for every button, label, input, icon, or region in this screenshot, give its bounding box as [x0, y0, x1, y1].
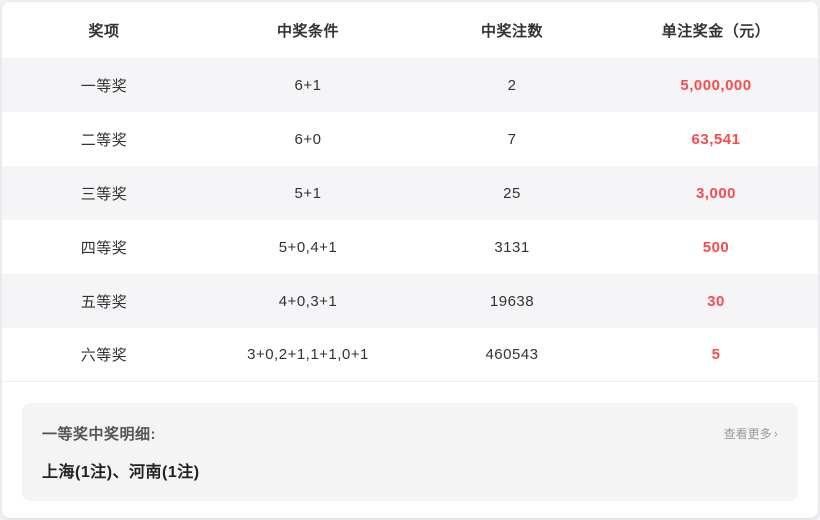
table-row: 六等奖 3+0,2+1,1+1,0+1 460543 5 — [2, 328, 818, 382]
table-row: 二等奖 6+0 7 63,541 — [2, 112, 818, 166]
table-body: 一等奖 6+1 2 5,000,000 二等奖 6+0 7 63,541 三等奖 5+1 25 3,0… — [2, 58, 818, 382]
chevron-right-icon: › — [773, 426, 778, 441]
cell-condition: 6+1 — [294, 76, 322, 94]
cell-count: 3131 — [494, 238, 530, 256]
column-header-count: 中奖注数 — [480, 22, 543, 40]
cell-condition: 5+1 — [294, 184, 322, 202]
table-row: 一等奖 6+1 2 5,000,000 — [2, 58, 818, 112]
first-prize-winner-regions: 上海(1注)、河南(1注) — [42, 464, 200, 481]
cell-count: 19638 — [489, 292, 535, 310]
cell-prize: 六等奖 — [80, 347, 128, 364]
cell-amount: 5 — [711, 346, 721, 363]
column-header-prize: 奖项 — [88, 22, 120, 40]
cell-amount: 3,000 — [695, 184, 737, 202]
cell-amount: 30 — [707, 292, 725, 310]
table-row: 四等奖 5+0,4+1 3131 500 — [2, 220, 818, 274]
column-header-condition: 中奖条件 — [276, 22, 339, 40]
cell-count: 25 — [503, 184, 521, 202]
column-header-amount: 单注奖金（元） — [661, 22, 771, 40]
cell-count: 460543 — [485, 346, 539, 363]
first-prize-detail-title: 一等奖中奖明细: — [42, 426, 156, 443]
cell-amount: 63,541 — [691, 130, 741, 148]
view-more-label: 查看更多 — [723, 427, 772, 441]
cell-prize: 三等奖 — [80, 185, 128, 203]
first-prize-detail-panel: 一等奖中奖明细: 查看更多 › 上海(1注)、河南(1注) — [22, 403, 798, 501]
cell-prize: 五等奖 — [80, 293, 128, 311]
cell-count: 2 — [507, 76, 517, 94]
table-header-row: 奖项 中奖条件 中奖注数 单注奖金（元） — [2, 2, 818, 58]
prize-table: 奖项 中奖条件 中奖注数 单注奖金（元） 一等奖 6+1 2 5,000,000 二等奖 6+0… — [2, 2, 818, 382]
cell-count: 7 — [507, 130, 517, 148]
table-row: 三等奖 5+1 25 3,000 — [2, 166, 818, 220]
table-row: 五等奖 4+0,3+1 19638 30 — [2, 274, 818, 328]
cell-condition: 6+0 — [294, 130, 322, 148]
cell-prize: 一等奖 — [80, 77, 128, 95]
cell-amount: 500 — [702, 238, 730, 256]
cell-condition: 4+0,3+1 — [278, 292, 338, 310]
cell-amount: 5,000,000 — [680, 76, 752, 94]
cell-prize: 四等奖 — [80, 239, 128, 257]
cell-prize: 二等奖 — [80, 131, 128, 149]
cell-condition: 5+0,4+1 — [278, 238, 338, 256]
view-more-link[interactable]: 查看更多 › — [724, 425, 778, 442]
cell-condition: 3+0,2+1,1+1,0+1 — [247, 346, 369, 363]
